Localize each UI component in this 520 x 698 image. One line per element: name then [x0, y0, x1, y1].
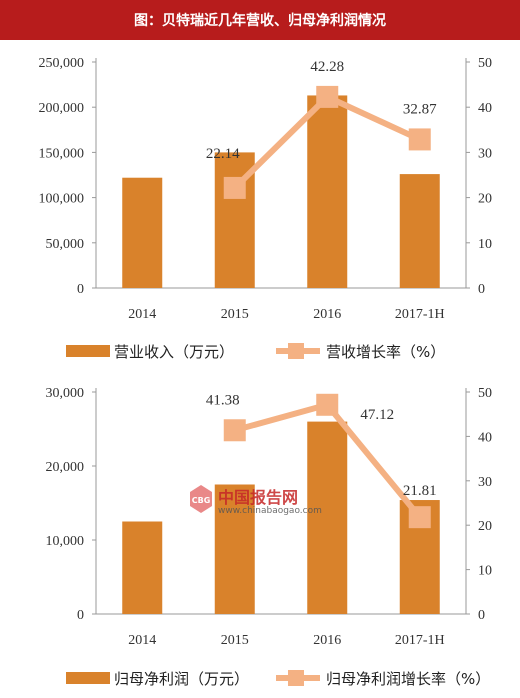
growth-data-label: 41.38	[206, 392, 240, 408]
bar-2014	[122, 177, 163, 288]
bar-2017-1h	[399, 174, 440, 288]
growth-marker	[316, 85, 339, 108]
net-profit-chart: 0 10,000 20,000 30,000 0 10 20 30 40 50 2014 2015 20…	[46, 386, 493, 688]
right-tick-label: 20	[478, 192, 492, 207]
right-tick-label: 50	[478, 56, 492, 71]
category-label: 2017-1H	[395, 307, 445, 322]
growth-data-label: 22.14	[206, 146, 240, 162]
growth-marker	[408, 506, 431, 529]
growth-marker	[223, 419, 246, 442]
category-label: 2015	[221, 307, 249, 322]
legend-line-label: 营收增长率（%）	[326, 343, 445, 361]
growth-data-label: 42.28	[310, 59, 344, 75]
bar-2016	[307, 421, 348, 614]
category-label: 2016	[313, 307, 341, 322]
right-tick-label: 40	[478, 430, 492, 445]
legend-line-label: 归母净利润增长率（%）	[326, 670, 490, 688]
legend-bar-swatch	[66, 345, 110, 357]
legend-line-marker	[288, 343, 304, 359]
right-tick-label: 20	[478, 519, 492, 534]
svg-text:CBG: CBG	[192, 496, 211, 505]
left-tick-label: 30,000	[46, 386, 85, 401]
left-tick-label: 200,000	[39, 101, 85, 116]
legend-bar-label: 营业收入（万元）	[114, 343, 234, 361]
left-tick-label: 20,000	[46, 460, 85, 475]
right-tick-label: 50	[478, 386, 492, 401]
watermark-url: www.chinabaogao.com	[218, 506, 322, 516]
growth-data-label: 21.81	[403, 483, 437, 499]
right-tick-label: 10	[478, 564, 492, 579]
watermark-name: 中国报告网	[218, 488, 299, 507]
growth-marker	[408, 128, 431, 151]
watermark: CBG 中国报告网 www.chinabaogao.com	[188, 484, 348, 524]
revenue-chart: 0 50,000 100,000 150,000 200,000 250,000 0 10 20…	[39, 56, 493, 361]
growth-marker	[223, 176, 246, 199]
bar-2014	[122, 521, 163, 614]
bar-2016	[307, 95, 348, 288]
left-tick-label: 250,000	[39, 56, 85, 71]
right-tick-label: 30	[478, 475, 492, 490]
left-tick-label: 100,000	[39, 192, 85, 207]
right-tick-label: 0	[478, 608, 485, 623]
right-tick-label: 10	[478, 237, 492, 252]
cbg-logo-icon: CBG	[190, 485, 212, 513]
right-tick-label: 30	[478, 146, 492, 161]
left-tick-label: 150,000	[39, 146, 85, 161]
category-label: 2017-1H	[395, 633, 445, 648]
page-title: 图：贝特瑞近几年营收、归母净利润情况	[0, 0, 520, 40]
category-label: 2016	[313, 633, 341, 648]
left-tick-label: 0	[77, 282, 84, 297]
category-label: 2014	[128, 307, 156, 322]
category-label: 2014	[128, 633, 156, 648]
growth-data-label: 47.12	[360, 407, 394, 423]
left-tick-label: 0	[77, 608, 84, 623]
legend-bar-label: 归母净利润（万元）	[114, 670, 249, 688]
left-tick-label: 10,000	[46, 534, 85, 549]
left-tick-label: 50,000	[46, 237, 85, 252]
right-tick-label: 40	[478, 101, 492, 116]
right-tick-label: 0	[478, 282, 485, 297]
bar-2015	[214, 484, 255, 614]
legend-bar-swatch	[66, 672, 110, 684]
growth-marker	[316, 393, 339, 416]
category-label: 2015	[221, 633, 249, 648]
growth-data-label: 32.87	[403, 101, 437, 117]
legend-line-marker	[288, 670, 304, 686]
